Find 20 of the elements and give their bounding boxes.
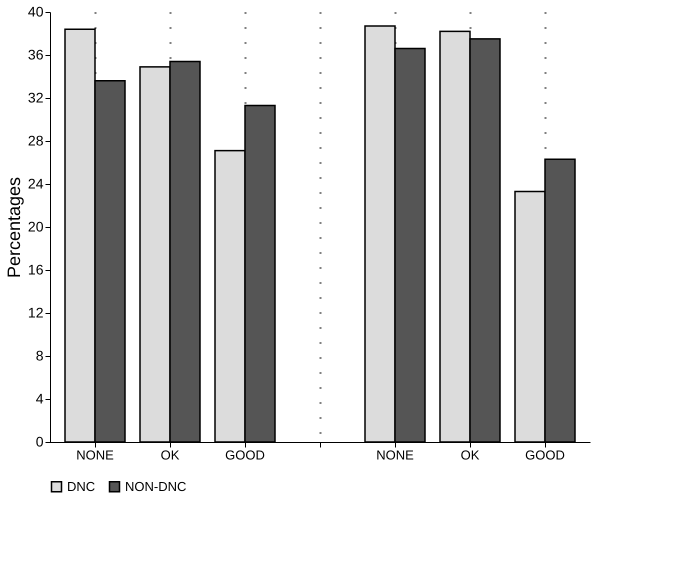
y-tick-label: 12 [28,304,44,320]
y-tick-label: 16 [28,262,44,278]
y-axis-title: Percentages [4,176,24,278]
y-tick-label: 40 [28,4,44,20]
y-tick-label: 20 [28,218,44,234]
y-tick-label: 36 [28,46,44,62]
x-tick-label: GOOD [225,448,265,462]
legend-label: DNC [67,478,96,494]
y-tick-label: 8 [36,348,44,364]
y-tick-label: 28 [28,132,44,148]
y-tick-label: 32 [28,90,44,106]
x-tick-label: OK [160,448,180,462]
y-tick-label: 0 [36,434,44,450]
legend-label: NON-DNC [125,478,186,494]
x-tick-label: OK [460,448,480,462]
y-tick-label: 4 [36,390,44,406]
x-tick-label: NONE [76,448,114,462]
x-tick-label: GOOD [525,448,565,462]
y-tick-label: 24 [28,176,44,192]
x-tick-label: NONE [376,448,414,462]
